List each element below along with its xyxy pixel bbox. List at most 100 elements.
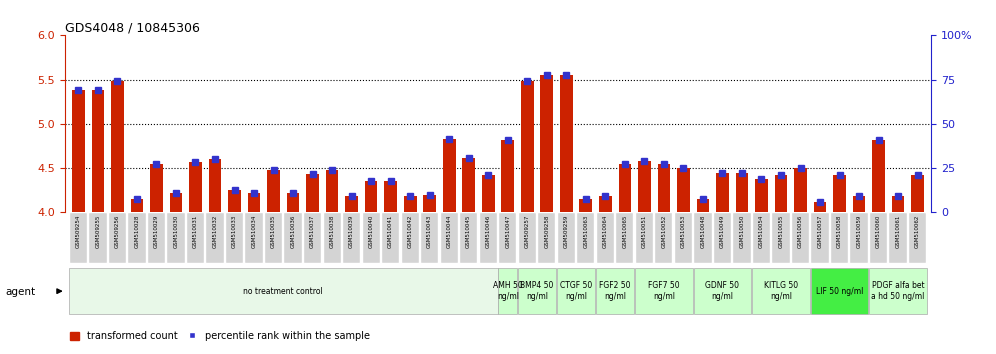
Text: GSM509254: GSM509254 — [76, 215, 81, 248]
FancyBboxPatch shape — [617, 213, 633, 263]
FancyBboxPatch shape — [70, 213, 87, 263]
FancyBboxPatch shape — [440, 213, 458, 263]
Bar — [403, 196, 416, 212]
FancyBboxPatch shape — [343, 213, 361, 263]
Bar — [169, 193, 182, 212]
Bar — [794, 168, 807, 212]
FancyBboxPatch shape — [792, 213, 809, 263]
FancyBboxPatch shape — [498, 268, 517, 314]
Bar — [834, 175, 846, 212]
Bar — [755, 179, 768, 212]
Text: GDS4048 / 10845306: GDS4048 / 10845306 — [65, 21, 199, 34]
Bar — [853, 196, 866, 212]
Text: GSM510040: GSM510040 — [369, 215, 374, 248]
Text: GSM510062: GSM510062 — [915, 215, 920, 248]
FancyBboxPatch shape — [265, 213, 282, 263]
Text: GSM510065: GSM510065 — [622, 215, 627, 248]
FancyBboxPatch shape — [206, 213, 223, 263]
FancyBboxPatch shape — [831, 213, 849, 263]
FancyBboxPatch shape — [363, 213, 379, 263]
Text: GDNF 50
ng/ml: GDNF 50 ng/ml — [705, 281, 739, 301]
Text: FGF2 50
ng/ml: FGF2 50 ng/ml — [600, 281, 630, 301]
Text: GSM510048: GSM510048 — [700, 215, 705, 248]
FancyBboxPatch shape — [69, 268, 498, 314]
FancyBboxPatch shape — [811, 268, 869, 314]
FancyBboxPatch shape — [693, 268, 751, 314]
Bar — [872, 140, 884, 212]
Text: PDGF alfa bet
a hd 50 ng/ml: PDGF alfa bet a hd 50 ng/ml — [872, 281, 924, 301]
Bar — [482, 175, 495, 212]
Text: KITLG 50
ng/ml: KITLG 50 ng/ml — [764, 281, 798, 301]
Text: agent: agent — [5, 287, 35, 297]
FancyBboxPatch shape — [596, 268, 634, 314]
FancyBboxPatch shape — [518, 268, 556, 314]
Text: GSM510045: GSM510045 — [466, 215, 471, 248]
FancyBboxPatch shape — [675, 213, 692, 263]
Bar — [501, 140, 514, 212]
Text: GSM510054: GSM510054 — [759, 215, 764, 248]
FancyBboxPatch shape — [401, 213, 418, 263]
FancyBboxPatch shape — [812, 213, 829, 263]
Bar — [112, 81, 124, 212]
Text: GSM509256: GSM509256 — [115, 215, 120, 248]
Bar — [326, 170, 339, 212]
Bar — [150, 164, 162, 212]
FancyBboxPatch shape — [752, 268, 810, 314]
Bar — [619, 164, 631, 212]
Bar — [580, 199, 593, 212]
FancyBboxPatch shape — [635, 213, 653, 263]
Bar — [130, 199, 143, 212]
Text: GSM510047: GSM510047 — [505, 215, 510, 248]
Text: GSM510036: GSM510036 — [291, 215, 296, 248]
FancyBboxPatch shape — [851, 213, 868, 263]
Bar — [384, 182, 397, 212]
Bar — [267, 170, 280, 212]
Text: GSM510039: GSM510039 — [350, 215, 355, 248]
Text: GSM510029: GSM510029 — [154, 215, 159, 248]
Text: GSM510038: GSM510038 — [330, 215, 335, 248]
Bar — [541, 75, 553, 212]
FancyBboxPatch shape — [285, 213, 302, 263]
FancyBboxPatch shape — [597, 213, 614, 263]
Bar — [423, 195, 436, 212]
FancyBboxPatch shape — [519, 213, 536, 263]
FancyBboxPatch shape — [147, 213, 165, 263]
Text: GSM510041: GSM510041 — [388, 215, 393, 248]
Bar — [911, 175, 924, 212]
FancyBboxPatch shape — [460, 213, 477, 263]
Text: GSM510057: GSM510057 — [818, 215, 823, 248]
FancyBboxPatch shape — [635, 268, 693, 314]
Text: AMH 50
ng/ml: AMH 50 ng/ml — [493, 281, 523, 301]
Text: GSM510053: GSM510053 — [681, 215, 686, 248]
FancyBboxPatch shape — [694, 213, 711, 263]
Text: GSM510044: GSM510044 — [447, 215, 452, 248]
FancyBboxPatch shape — [772, 213, 790, 263]
FancyBboxPatch shape — [421, 213, 438, 263]
Text: GSM510058: GSM510058 — [837, 215, 842, 248]
Text: GSM510034: GSM510034 — [252, 215, 257, 248]
Bar — [657, 164, 670, 212]
FancyBboxPatch shape — [245, 213, 263, 263]
Text: GSM510051: GSM510051 — [641, 215, 646, 248]
Text: GSM510049: GSM510049 — [720, 215, 725, 248]
FancyBboxPatch shape — [167, 213, 184, 263]
Bar — [599, 196, 612, 212]
Bar — [228, 190, 241, 212]
Text: GSM510060: GSM510060 — [876, 215, 881, 248]
FancyBboxPatch shape — [558, 213, 575, 263]
FancyBboxPatch shape — [870, 268, 927, 314]
Bar — [716, 172, 729, 212]
Bar — [346, 196, 358, 212]
FancyBboxPatch shape — [870, 213, 887, 263]
Text: GSM510043: GSM510043 — [427, 215, 432, 248]
Bar — [209, 159, 221, 212]
FancyBboxPatch shape — [324, 213, 341, 263]
FancyBboxPatch shape — [304, 213, 321, 263]
Bar — [775, 175, 787, 212]
FancyBboxPatch shape — [226, 213, 243, 263]
Bar — [696, 199, 709, 212]
FancyBboxPatch shape — [128, 213, 145, 263]
Text: GSM510032: GSM510032 — [212, 215, 217, 248]
Text: LIF 50 ng/ml: LIF 50 ng/ml — [816, 287, 864, 296]
Text: GSM509258: GSM509258 — [544, 215, 549, 248]
